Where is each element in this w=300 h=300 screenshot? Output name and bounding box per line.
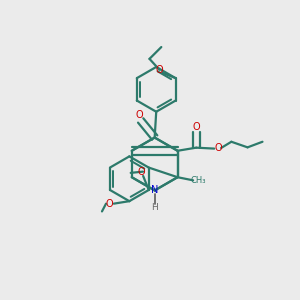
Text: O: O [214,143,222,153]
Text: O: O [192,122,200,132]
Text: O: O [156,65,163,75]
Text: O: O [138,167,146,177]
Text: O: O [106,199,113,209]
Text: N: N [151,185,158,195]
Text: CH₃: CH₃ [191,176,206,185]
Text: H: H [151,203,158,212]
Text: O: O [136,110,143,120]
